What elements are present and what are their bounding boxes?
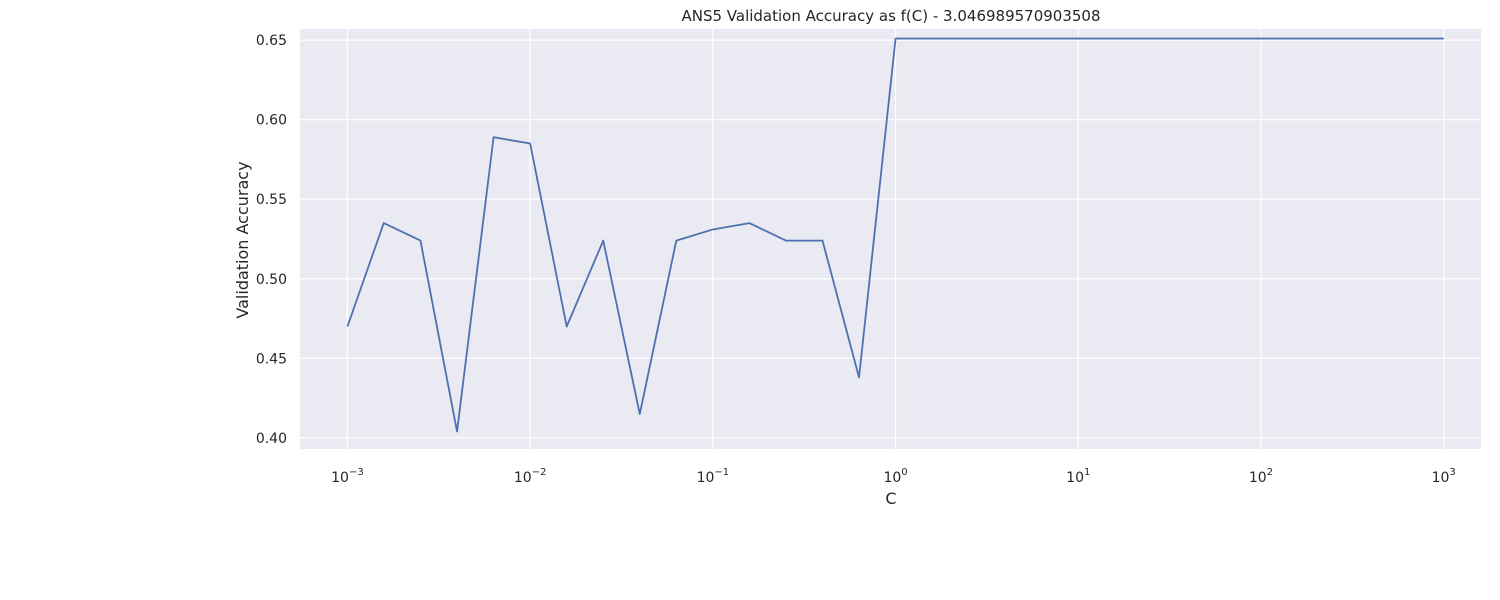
series-line — [346, 37, 1444, 433]
x-tick-label: 102 — [1249, 467, 1273, 486]
x-tick-labels: 10−3 10−2 10−1 100 101 102 103 — [331, 467, 1456, 486]
x-tick-label: 10−1 — [697, 467, 730, 486]
x-tick-label: 10−3 — [331, 467, 364, 486]
x-axis-label: C — [885, 489, 896, 508]
y-axis-label: Validation Accuracy — [233, 161, 252, 318]
y-tick-label: 0.55 — [256, 192, 287, 208]
y-tick-label: 0.40 — [256, 431, 287, 447]
y-tick-label: 0.60 — [256, 113, 287, 129]
y-tick-label: 0.45 — [256, 351, 287, 367]
grid — [300, 29, 1481, 449]
plot-area — [300, 29, 1481, 449]
x-tick-label: 100 — [883, 467, 907, 486]
y-tick-label: 0.50 — [256, 272, 287, 288]
x-tick-label: 103 — [1432, 467, 1456, 486]
y-tick-label: 0.65 — [256, 33, 287, 49]
y-tick-labels: 0.40 0.45 0.50 0.55 0.60 0.65 — [256, 33, 287, 447]
x-tick-label: 10−2 — [514, 467, 547, 486]
x-tick-label: 101 — [1066, 467, 1090, 486]
chart-title: ANS5 Validation Accuracy as f(C) - 3.046… — [681, 7, 1100, 25]
series-layer — [346, 37, 1444, 433]
